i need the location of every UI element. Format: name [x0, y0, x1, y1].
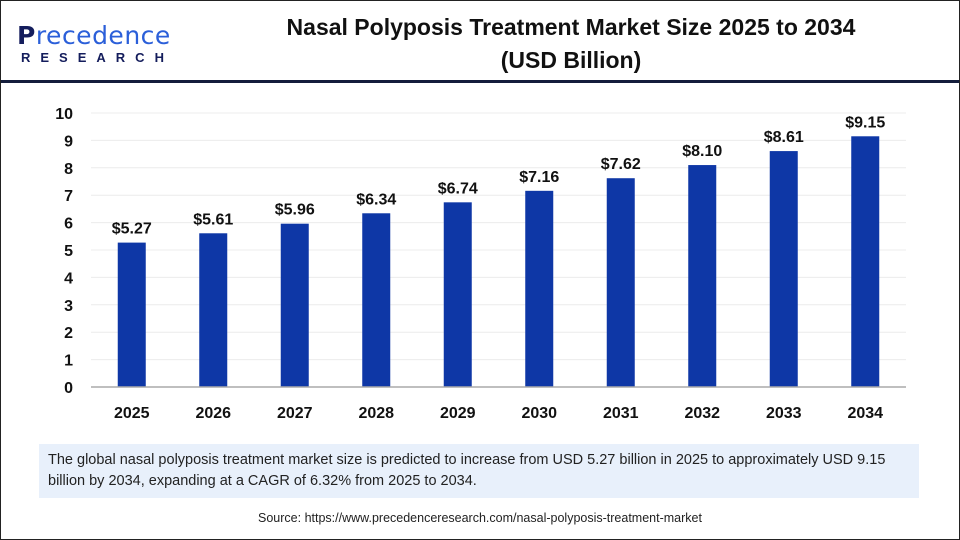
- bar: [769, 151, 798, 387]
- bar: [443, 202, 472, 387]
- bar: [525, 190, 554, 387]
- x-tick-label: 2029: [440, 405, 476, 422]
- x-tick-label: 2028: [358, 405, 394, 422]
- x-tick-label: 2032: [684, 405, 720, 422]
- bar: [606, 178, 635, 387]
- y-tick-label: 10: [55, 106, 73, 123]
- x-tick-label: 2031: [603, 405, 639, 422]
- chart-title: Nasal Polyposis Treatment Market Size 20…: [231, 11, 911, 77]
- data-label: $7.16: [519, 169, 559, 186]
- bar: [851, 136, 880, 387]
- data-label: $7.62: [601, 156, 641, 173]
- header-divider: [1, 80, 959, 83]
- bar-chart: 0 1 2 3 4 5 6 7 8 9 10 $5.27 2025 $5.61 2026 $5.96 2027 $…: [55, 106, 906, 422]
- x-tick-label: 2025: [114, 405, 150, 422]
- y-tick-label: 8: [64, 161, 73, 178]
- bar: [280, 223, 309, 387]
- precedence-research-logo: Precedence RESEARCH: [17, 21, 174, 65]
- y-tick-label: 0: [64, 380, 73, 397]
- data-label: $6.34: [356, 191, 396, 208]
- data-label: $5.96: [275, 202, 315, 219]
- y-tick-label: 9: [64, 133, 73, 150]
- data-label: $6.74: [438, 180, 478, 197]
- source-text: Source: https://www.precedenceresearch.c…: [258, 511, 702, 525]
- y-tick-label: 3: [64, 298, 73, 315]
- data-label: $5.27: [112, 221, 152, 238]
- y-tick-label: 6: [64, 216, 73, 233]
- x-tick-label: 2030: [521, 405, 557, 422]
- y-tick-label: 7: [64, 188, 73, 205]
- x-tick-label: 2027: [277, 405, 313, 422]
- data-label: $9.15: [845, 114, 885, 131]
- summary-text: The global nasal polyposis treatment mar…: [39, 444, 919, 498]
- title-line-1: Nasal Polyposis Treatment Market Size 20…: [286, 14, 856, 40]
- data-label: $8.10: [682, 143, 722, 160]
- x-tick-label: 2026: [195, 405, 231, 422]
- y-tick-label: 1: [64, 353, 73, 370]
- x-tick-label: 2034: [847, 405, 883, 422]
- title-line-2: (USD Billion): [500, 47, 642, 73]
- data-label: $8.61: [764, 129, 804, 146]
- y-tick-label: 5: [64, 243, 73, 260]
- y-tick-label: 4: [64, 270, 73, 287]
- y-tick-label: 2: [64, 325, 73, 342]
- data-label: $5.61: [193, 211, 233, 228]
- bar: [199, 233, 228, 387]
- bar: [117, 242, 146, 387]
- bar: [688, 165, 717, 387]
- x-tick-label: 2033: [766, 405, 802, 422]
- bar: [362, 213, 391, 387]
